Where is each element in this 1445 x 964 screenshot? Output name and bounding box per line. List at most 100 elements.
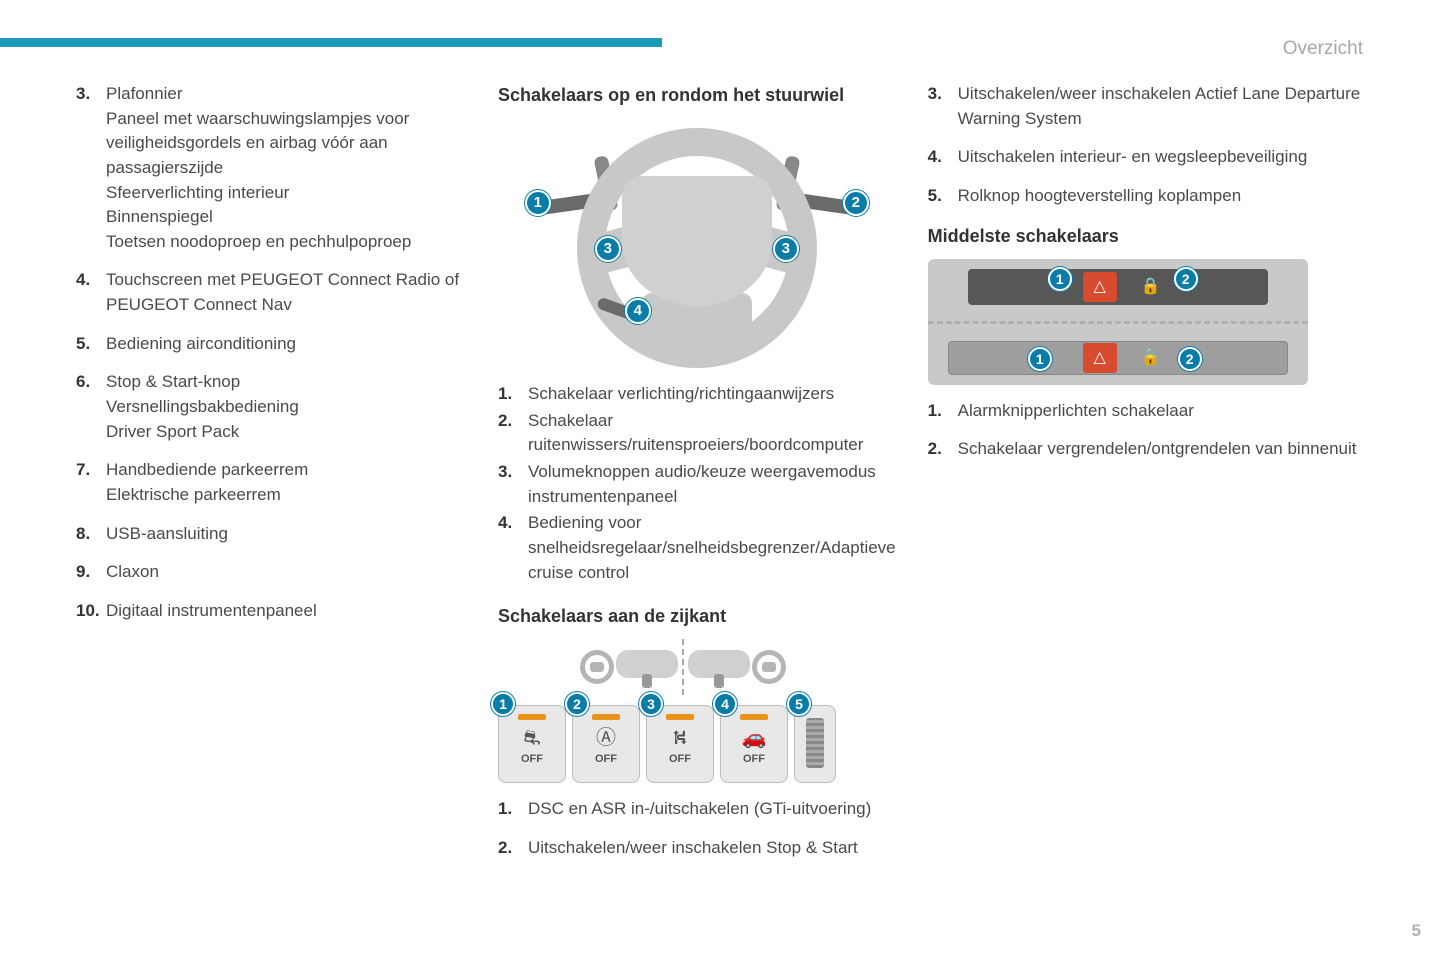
mini-knob-icon — [642, 674, 652, 688]
list-num: 4. — [498, 511, 528, 585]
mini-panel-icon — [616, 650, 678, 678]
list-text: Digitaal instrumentenpaneel — [106, 599, 466, 624]
list-num: 9. — [76, 560, 106, 585]
switch-esc: 1 ⛐ OFF — [498, 705, 566, 783]
callout: 2 — [1178, 347, 1202, 371]
page-header: Overzicht — [1283, 35, 1363, 63]
list-text: Uitschakelen/weer inschakelen Actief Lan… — [958, 82, 1369, 131]
callout-4: 4 — [625, 298, 651, 324]
esc-off-icon: ⛐ — [523, 728, 540, 748]
header-accent-bar — [0, 38, 662, 47]
list-num: 3. — [498, 460, 528, 509]
list-num: 5. — [76, 332, 106, 357]
list-num: 3. — [76, 82, 106, 254]
off-label: OFF — [743, 752, 765, 768]
side-title: Schakelaars aan de zijkant — [498, 603, 896, 629]
list-text: Uitschakelen interieur- en wegsleepbevei… — [958, 145, 1369, 170]
middle-column: Schakelaars op en rondom het stuurwiel 1… — [498, 82, 896, 875]
dashed-divider-icon — [928, 321, 1308, 324]
list-text: Volumeknoppen audio/keuze weergavemodus … — [528, 460, 896, 509]
hazard-icon: △ — [1083, 272, 1117, 302]
dash-strip-icon — [948, 341, 1288, 375]
off-label: OFF — [595, 752, 617, 768]
list-num: 4. — [928, 145, 958, 170]
switch-row: 1 ⛐ OFF 2 Ⓐ OFF 3 ⛕ OFF — [498, 705, 868, 783]
off-label: OFF — [669, 752, 691, 768]
lock-icon: 🔒 — [1136, 272, 1166, 302]
list-text: Schakelaar ruitenwissers/ruitensproeiers… — [528, 409, 896, 458]
wheel-hub-icon — [622, 176, 772, 306]
callout: 2 — [1174, 267, 1198, 291]
left-column: 3.PlafonnierPaneel met waarschuwingslamp… — [76, 82, 466, 875]
off-label: OFF — [521, 752, 543, 768]
roller-icon — [806, 718, 824, 768]
steering-list: 1.Schakelaar verlichting/richtingaanwijz… — [498, 382, 896, 585]
list-text: Touchscreen met PEUGEOT Connect Radio of… — [106, 268, 466, 317]
page-number: 5 — [1412, 919, 1421, 944]
list-text: PlafonnierPaneel met waarschuwingslampje… — [106, 82, 466, 254]
list-text: Schakelaar verlichting/richtingaanwijzer… — [528, 382, 896, 407]
callout: 3 — [639, 692, 663, 716]
led-icon — [666, 714, 694, 720]
list-text: Uitschakelen/weer inschakelen Stop & Sta… — [528, 836, 896, 861]
list-text: Schakelaar vergrendelen/ontgrendelen van… — [958, 437, 1369, 462]
left-list: 3.PlafonnierPaneel met waarschuwingslamp… — [76, 82, 466, 624]
list-num: 8. — [76, 522, 106, 547]
side-list: 1.DSC en ASR in-/uitschakelen (GTi-uitvo… — [498, 797, 896, 860]
led-icon — [592, 714, 620, 720]
steering-title: Schakelaars op en rondom het stuurwiel — [498, 82, 896, 108]
list-text: Bediening airconditioning — [106, 332, 466, 357]
callout: 1 — [1028, 347, 1052, 371]
switch-interior: 4 🚗 OFF — [720, 705, 788, 783]
list-num: 1. — [498, 797, 528, 822]
list-text: Bediening voor snelheidsregelaar/snelhei… — [528, 511, 896, 585]
list-text: Claxon — [106, 560, 466, 585]
list-text: Stop & Start-knopVersnellingsbakbedienin… — [106, 370, 466, 444]
list-text: USB-aansluiting — [106, 522, 466, 547]
callout: 4 — [713, 692, 737, 716]
list-text: Alarmknipperlichten schakelaar — [958, 399, 1369, 424]
list-num: 6. — [76, 370, 106, 444]
list-text: Handbediende parkeerremElektrische parke… — [106, 458, 466, 507]
list-text: Rolknop hoogteverstelling koplampen — [958, 184, 1369, 209]
callout: 1 — [1048, 267, 1072, 291]
page-content: 3.PlafonnierPaneel met waarschuwingslamp… — [76, 82, 1369, 875]
list-num: 5. — [928, 184, 958, 209]
mini-knob-icon — [714, 674, 724, 688]
callout: 1 — [491, 692, 515, 716]
led-icon — [518, 714, 546, 720]
callout-2: 2 — [843, 190, 869, 216]
hazard-icon: △ — [1083, 343, 1117, 373]
callout: 2 — [565, 692, 589, 716]
divider-icon — [682, 639, 684, 695]
callout: 5 — [787, 692, 811, 716]
dash-strip-icon — [968, 269, 1268, 305]
lock-icon: 🔒 — [1136, 343, 1166, 373]
callout-3: 3 — [773, 236, 799, 262]
steering-wheel-figure: 1 2 3 3 4 — [527, 118, 867, 368]
list-num: 3. — [928, 82, 958, 131]
center-title: Middelste schakelaars — [928, 223, 1369, 249]
side-top-diagram — [498, 639, 868, 695]
stopstart-off-icon: Ⓐ — [596, 728, 616, 748]
switch-stopstart: 2 Ⓐ OFF — [572, 705, 640, 783]
list-num: 2. — [498, 836, 528, 861]
callout-1: 1 — [525, 190, 551, 216]
list-num: 2. — [928, 437, 958, 462]
lane-off-icon: ⛕ — [673, 728, 688, 748]
right-top-list: 3.Uitschakelen/weer inschakelen Actief L… — [928, 82, 1369, 209]
list-num: 7. — [76, 458, 106, 507]
center-list: 1.Alarmknipperlichten schakelaar 2.Schak… — [928, 399, 1369, 462]
list-num: 2. — [498, 409, 528, 458]
switch-headlight-level: 5 — [794, 705, 836, 783]
interior-off-icon: 🚗 — [742, 728, 767, 748]
list-num: 4. — [76, 268, 106, 317]
list-num: 1. — [928, 399, 958, 424]
led-icon — [740, 714, 768, 720]
list-text: DSC en ASR in-/uitschakelen (GTi-uitvoer… — [528, 797, 896, 822]
right-column: 3.Uitschakelen/weer inschakelen Actief L… — [928, 82, 1369, 875]
list-num: 10. — [76, 599, 106, 624]
mini-wheel-icon — [580, 650, 614, 684]
callout-3: 3 — [595, 236, 621, 262]
list-num: 1. — [498, 382, 528, 407]
